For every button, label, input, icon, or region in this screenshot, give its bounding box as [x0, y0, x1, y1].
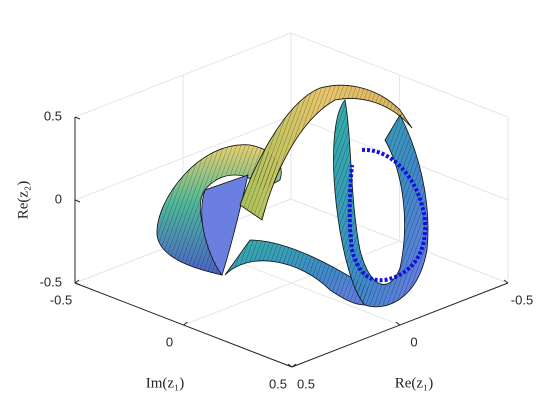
x-tick	[503, 279, 509, 284]
y-tick-label: 0	[166, 334, 173, 349]
y-tick	[291, 363, 297, 368]
x-axis-label: Re(z₁)	[395, 375, 434, 391]
z-tick-label: 0	[55, 191, 62, 206]
z-tick-label: 0.5	[44, 108, 62, 123]
grid-line	[74, 32, 292, 118]
grid-line	[183, 240, 400, 326]
z-tick	[74, 282, 81, 286]
surface	[156, 84, 429, 308]
grid-line	[74, 115, 292, 201]
y-tick-label: -0.5	[50, 292, 72, 307]
axes: -0.5 0 0.5 -0.5 0 0.5 -0.5 0 0.5	[40, 32, 533, 391]
x-tick-label: 0	[410, 334, 417, 349]
x-tick	[395, 321, 401, 326]
grid-line	[290, 32, 509, 118]
x-tick	[287, 363, 293, 368]
z-axis-label: Re(z₂)	[15, 181, 31, 220]
grid-line	[290, 198, 509, 284]
z-tick-label: -0.5	[40, 274, 62, 289]
y-tick	[74, 279, 80, 284]
y-tick	[183, 321, 188, 326]
x-tick-label: 0.5	[297, 376, 315, 391]
z-tick	[74, 199, 81, 203]
y-axis-label: Im(z₁)	[146, 375, 185, 391]
y-tick-label: 0.5	[269, 376, 287, 391]
x-tick-label: -0.5	[511, 292, 533, 307]
z-tick	[74, 116, 81, 120]
